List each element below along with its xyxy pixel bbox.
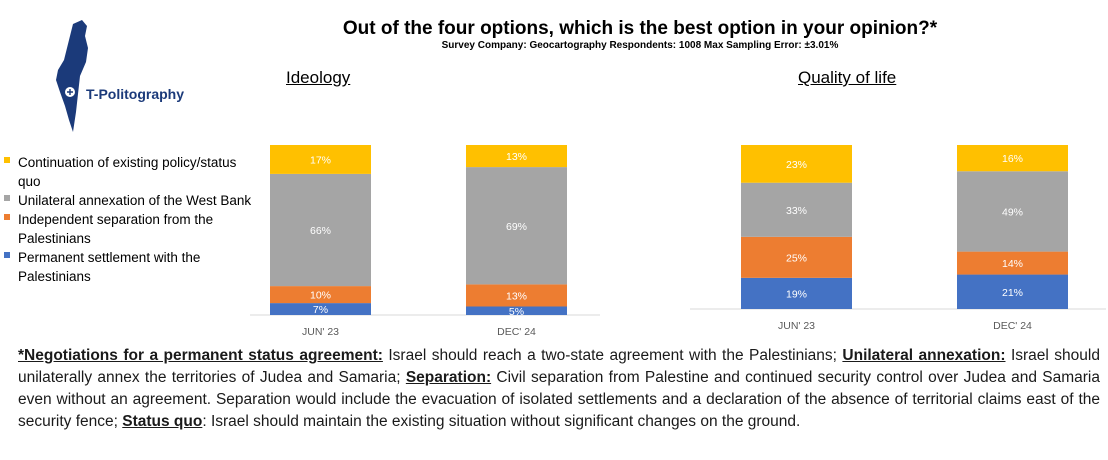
data-label: 17% — [310, 154, 331, 166]
footnote-text: Israel should reach a two-state agreemen… — [382, 347, 843, 364]
category-tick-label: DEC' 24 — [497, 326, 536, 338]
logo: T-Politography — [40, 14, 200, 139]
logo-text: T-Politography — [86, 86, 184, 102]
footnote: *Negotiations for a permanent status agr… — [18, 345, 1100, 433]
bar-segment — [466, 306, 567, 315]
chart-title-quality-of-life: Quality of life — [798, 68, 897, 87]
footnote-text: Civil separation from Palestine and cont… — [18, 369, 1100, 430]
legend-label: Independent separation from the Palestin… — [18, 212, 214, 246]
bar-segment — [741, 236, 852, 278]
legend-label: Permanent settlement with the Palestinia… — [18, 250, 201, 284]
category-tick-label: DEC' 24 — [993, 320, 1032, 332]
bar-segment — [466, 284, 567, 307]
bar-segment — [741, 182, 852, 237]
footnote-term: Separation: — [405, 369, 492, 386]
data-label: 66% — [310, 225, 331, 237]
data-label: 10% — [310, 290, 331, 302]
data-label: 49% — [1002, 206, 1023, 218]
bar-segment — [270, 303, 371, 315]
page-title: Out of the four options, which is the be… — [342, 18, 938, 39]
category-tick-label: JUN' 23 — [302, 326, 339, 338]
legend-item: Continuation of existing policy/status q… — [2, 153, 252, 191]
israel-map-icon — [56, 20, 88, 132]
bar-segment — [741, 145, 852, 183]
legend-item: Permanent settlement with the Palestinia… — [2, 248, 252, 286]
bar-segment — [270, 286, 371, 304]
footnote-term: *Negotiations for a permanent status agr… — [18, 347, 383, 364]
footnote-text: Israel should unilaterally annex the ter… — [18, 347, 1100, 386]
legend-item: Unilateral annexation of the West Bank — [2, 191, 252, 210]
legend-swatch — [4, 157, 10, 163]
legend-swatch — [4, 195, 10, 201]
data-label: 21% — [1002, 287, 1023, 299]
category-tick-label: JUN' 23 — [778, 320, 815, 332]
survey-subtitle: Survey Company: Geocartography Responden… — [441, 40, 839, 51]
data-label: 33% — [786, 205, 807, 217]
bar-segment — [957, 145, 1068, 172]
bar-segment — [466, 167, 567, 285]
bar-segment — [741, 277, 852, 309]
bar-segment — [957, 274, 1068, 309]
data-label: 19% — [786, 288, 807, 300]
data-label: 25% — [786, 252, 807, 264]
legend-item: Independent separation from the Palestin… — [2, 210, 252, 248]
data-label: 23% — [786, 159, 807, 171]
data-label: 13% — [506, 151, 527, 163]
legend-label: Continuation of existing policy/status q… — [18, 155, 237, 189]
bar-segment — [957, 251, 1068, 275]
footnote-text: : Israel should maintain the existing si… — [202, 413, 801, 430]
bar-segment — [270, 145, 371, 174]
data-label: 5% — [509, 306, 524, 318]
legend-label: Unilateral annexation of the West Bank — [18, 193, 252, 208]
bar-segment — [466, 145, 567, 168]
legend: Continuation of existing policy/status q… — [2, 153, 252, 286]
chart-title-ideology: Ideology — [286, 68, 351, 87]
bar-segment — [957, 171, 1068, 252]
data-label: 14% — [1002, 258, 1023, 270]
legend-swatch — [4, 214, 10, 220]
legend-swatch — [4, 252, 10, 258]
bar-segment — [270, 173, 371, 287]
footnote-term: Status quo — [122, 413, 203, 430]
footnote-term: Unilateral annexation: — [842, 347, 1006, 364]
data-label: 69% — [506, 221, 527, 233]
data-label: 13% — [506, 290, 527, 302]
data-label: 7% — [313, 304, 328, 316]
data-label: 16% — [1002, 153, 1023, 165]
